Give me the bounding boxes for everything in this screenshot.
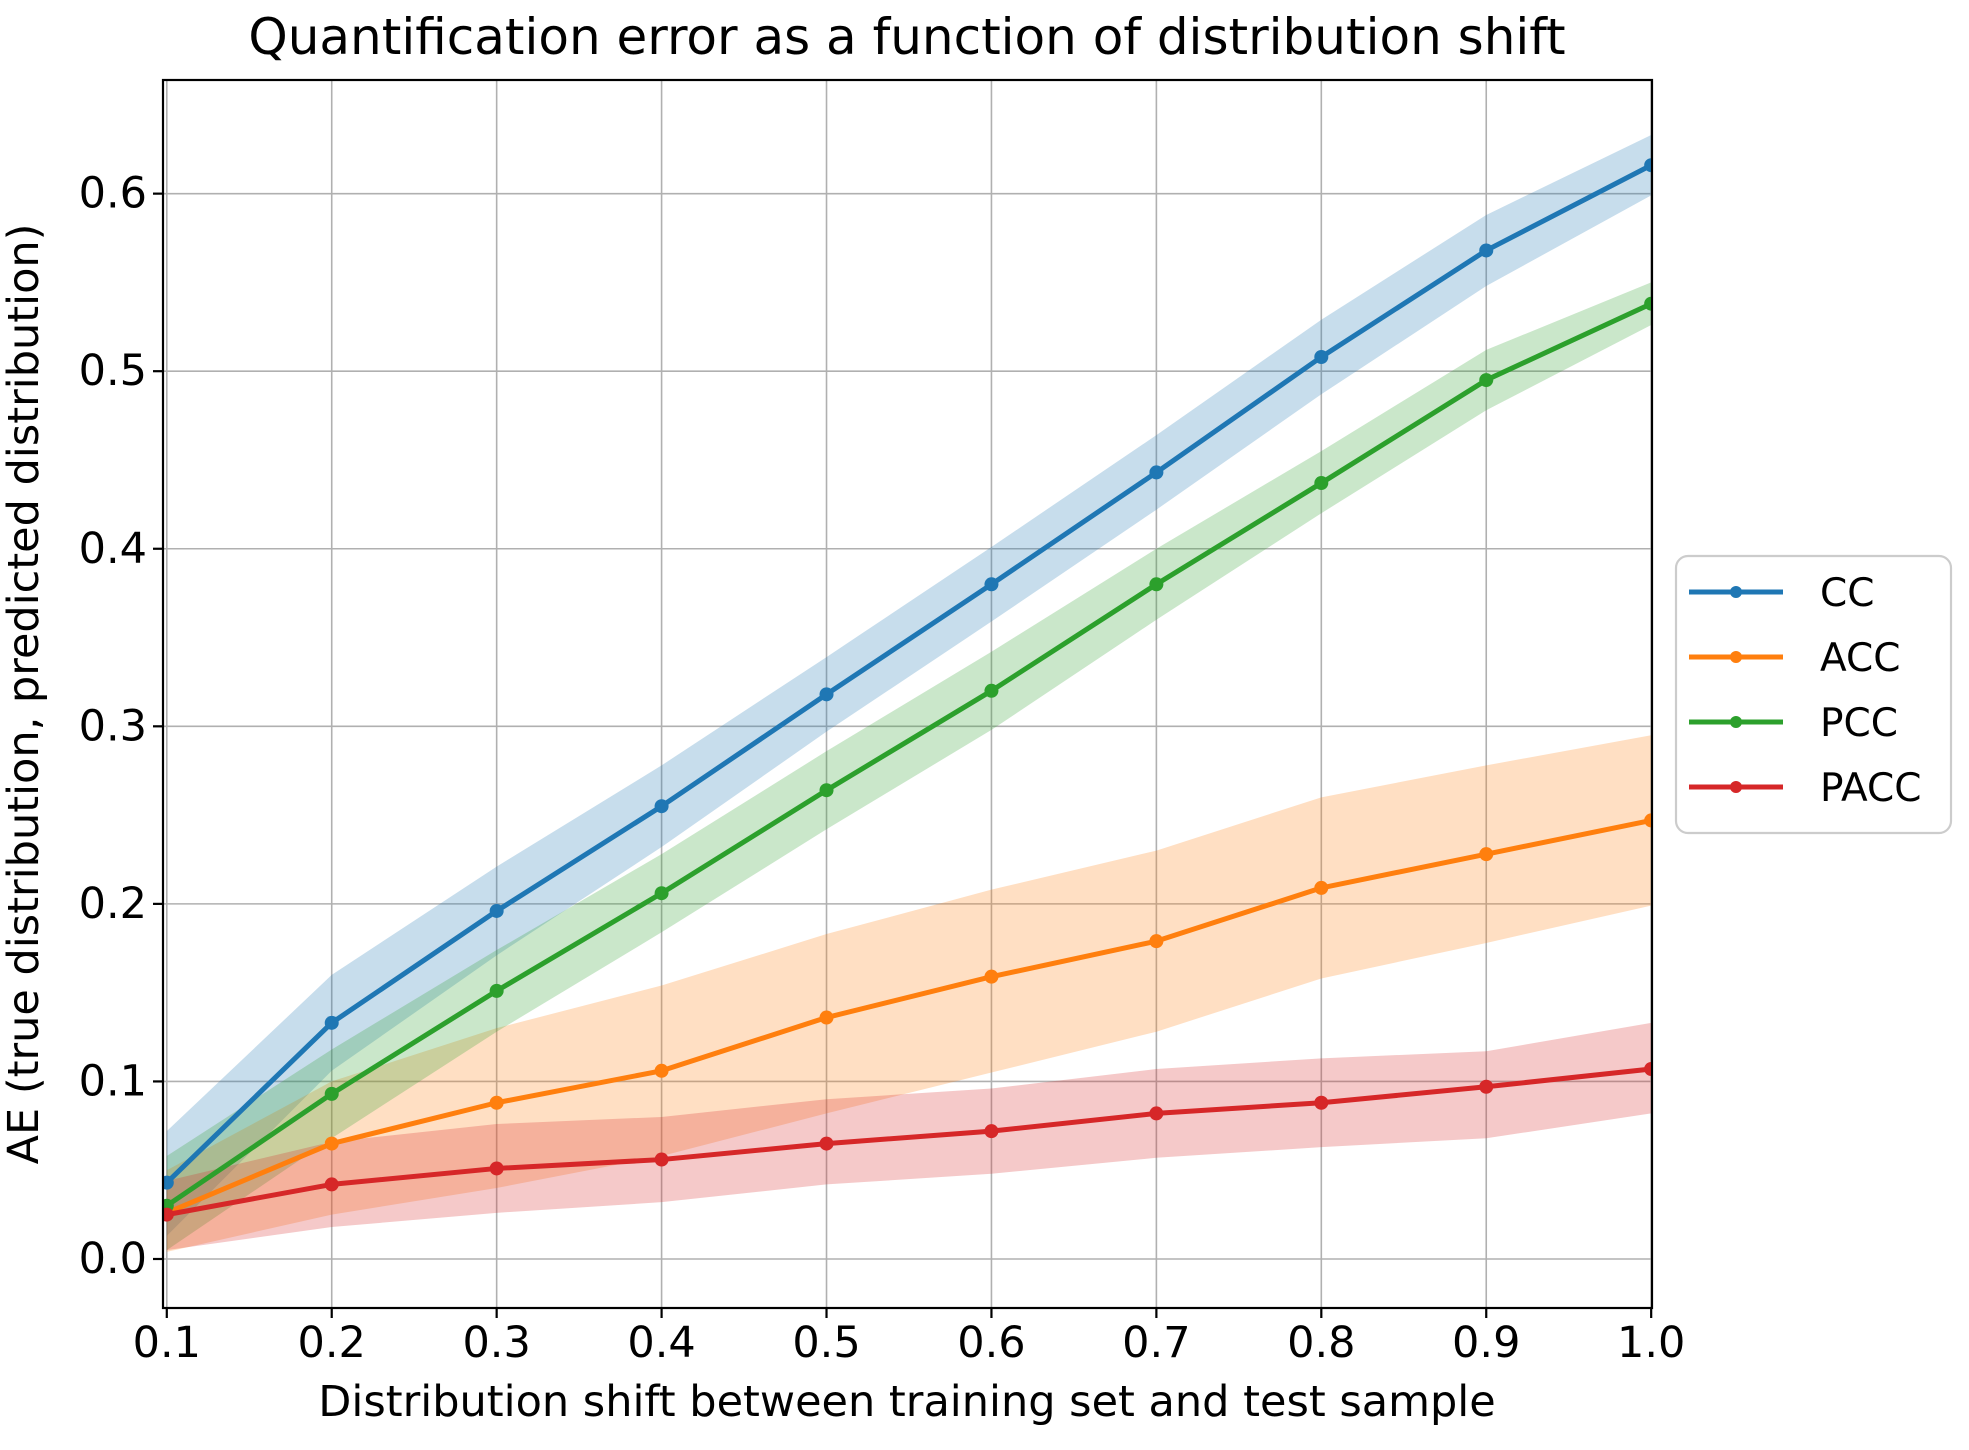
x-axis-label: Distribution shift between training set … bbox=[318, 1377, 1495, 1427]
marker-CC-0.4 bbox=[654, 799, 669, 814]
marker-ACC-0.7 bbox=[1149, 934, 1164, 949]
series-line-layer bbox=[163, 158, 1652, 1222]
legend-marker-PACC bbox=[1730, 781, 1742, 793]
marker-CC-1.0 bbox=[1644, 158, 1652, 173]
marker-CC-0.6 bbox=[984, 577, 999, 592]
confidence-band-CC bbox=[166, 135, 1652, 1236]
marker-ACC-0.3 bbox=[489, 1095, 504, 1110]
marker-CC-0.9 bbox=[1479, 243, 1494, 258]
chart-title: Quantification error as a function of di… bbox=[248, 8, 1565, 66]
y-tick-label-0.3: 0.3 bbox=[79, 701, 147, 751]
marker-PACC-0.3 bbox=[489, 1161, 504, 1176]
legend-item-CC: CC bbox=[1689, 571, 1874, 616]
marker-CC-0.8 bbox=[1314, 349, 1329, 364]
marker-ACC-0.9 bbox=[1479, 847, 1494, 862]
tick-mark-layer bbox=[153, 192, 1653, 1318]
legend-label-PACC: PACC bbox=[1820, 766, 1921, 811]
marker-ACC-0.8 bbox=[1314, 880, 1329, 895]
x-tick-label-0.2: 0.2 bbox=[298, 1318, 366, 1368]
x-tick-label-0.5: 0.5 bbox=[792, 1318, 860, 1368]
legend-label-CC: CC bbox=[1820, 571, 1874, 616]
marker-PCC-0.4 bbox=[654, 886, 669, 901]
marker-PCC-0.6 bbox=[984, 683, 999, 698]
legend-label-PCC: PCC bbox=[1820, 701, 1898, 746]
marker-PCC-1.0 bbox=[1644, 296, 1652, 311]
marker-CC-0.1 bbox=[163, 1175, 174, 1190]
marker-PCC-0.5 bbox=[819, 783, 834, 798]
confidence-band-ACC bbox=[166, 735, 1652, 1252]
marker-PACC-0.8 bbox=[1314, 1095, 1329, 1110]
marker-CC-0.7 bbox=[1149, 465, 1164, 480]
marker-PCC-0.2 bbox=[324, 1086, 339, 1101]
marker-ACC-1.0 bbox=[1644, 813, 1652, 828]
confidence-band-PCC bbox=[166, 282, 1652, 1251]
marker-PACC-0.9 bbox=[1479, 1079, 1494, 1094]
y-tick-label-0.1: 0.1 bbox=[79, 1056, 147, 1106]
x-tick-label-0.9: 0.9 bbox=[1452, 1318, 1520, 1368]
legend: CC ACC PCC PACC bbox=[1674, 554, 1953, 835]
marker-CC-0.2 bbox=[324, 1015, 339, 1030]
x-tick-label-0.3: 0.3 bbox=[462, 1318, 530, 1368]
series-line-PACC bbox=[164, 1066, 1652, 1218]
marker-PACC-0.6 bbox=[984, 1124, 999, 1139]
marker-PCC-0.9 bbox=[1479, 373, 1494, 388]
y-tick-label-0.6: 0.6 bbox=[79, 169, 147, 219]
marker-PCC-0.3 bbox=[489, 983, 504, 998]
y-tick-label-0.4: 0.4 bbox=[79, 524, 147, 574]
x-tick-label-0.1: 0.1 bbox=[133, 1318, 201, 1368]
series-line-PCC bbox=[164, 301, 1652, 1209]
series-line-ACC bbox=[164, 817, 1652, 1216]
legend-item-PCC: PCC bbox=[1689, 701, 1898, 746]
legend-label-ACC: ACC bbox=[1820, 636, 1900, 681]
marker-PCC-0.8 bbox=[1314, 476, 1329, 491]
series-line-CC bbox=[164, 162, 1652, 1186]
x-tick-label-0.8: 0.8 bbox=[1287, 1318, 1355, 1368]
legend-marker-PCC bbox=[1730, 716, 1742, 728]
y-tick-label-0.5: 0.5 bbox=[79, 346, 147, 396]
x-tick-label-0.7: 0.7 bbox=[1122, 1318, 1190, 1368]
marker-ACC-0.5 bbox=[819, 1010, 834, 1025]
marker-PACC-0.4 bbox=[654, 1152, 669, 1167]
marker-PACC-0.5 bbox=[819, 1136, 834, 1151]
legend-marker-ACC bbox=[1730, 651, 1742, 663]
legend-box bbox=[1674, 554, 1953, 835]
confidence-band-layer bbox=[166, 135, 1652, 1252]
x-tick-label-0.6: 0.6 bbox=[957, 1318, 1025, 1368]
legend-item-ACC: ACC bbox=[1689, 636, 1900, 681]
legend-marker-CC bbox=[1730, 586, 1742, 598]
x-tick-label-0.4: 0.4 bbox=[627, 1318, 695, 1368]
marker-ACC-0.2 bbox=[324, 1136, 339, 1151]
marker-PACC-1.0 bbox=[1644, 1062, 1652, 1077]
marker-ACC-0.4 bbox=[654, 1063, 669, 1078]
legend-item-PACC: PACC bbox=[1689, 766, 1921, 811]
marker-PCC-0.7 bbox=[1149, 577, 1164, 592]
marker-PACC-0.7 bbox=[1149, 1106, 1164, 1121]
marker-PACC-0.2 bbox=[324, 1177, 339, 1192]
marker-PACC-0.1 bbox=[163, 1207, 174, 1222]
marker-ACC-0.6 bbox=[984, 969, 999, 984]
x-tick-label-1.0: 1.0 bbox=[1617, 1318, 1685, 1368]
marker-CC-0.3 bbox=[489, 903, 504, 918]
marker-CC-0.5 bbox=[819, 687, 834, 702]
tick-label-layer: 0.1 0.2 0.3 0.4 0.5 0.6 0.7 0.8 0.9 1.0 0.0 0.1 0.2 0… bbox=[79, 169, 1686, 1368]
plot-border bbox=[161, 78, 1654, 1310]
y-axis-label: AE (true distribution, predicted distrib… bbox=[0, 224, 49, 1165]
y-tick-label-0.2: 0.2 bbox=[79, 879, 147, 929]
y-tick-label-0.0: 0.0 bbox=[79, 1234, 147, 1284]
